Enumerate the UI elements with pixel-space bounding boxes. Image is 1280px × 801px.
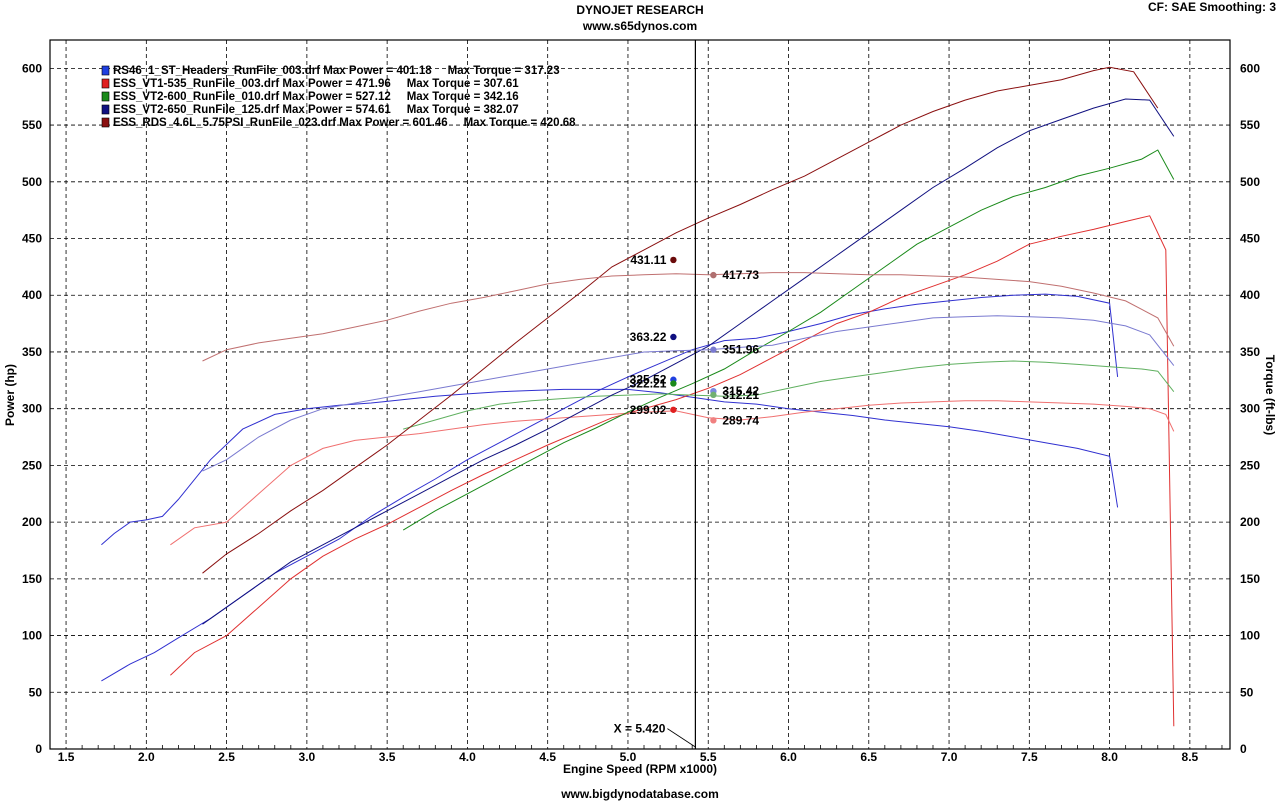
x-tick-label: 6.0: [780, 750, 797, 764]
footer-text: www.bigdynodatabase.com: [560, 787, 719, 801]
grid: [50, 40, 1230, 749]
series-line-power-2: [170, 215, 1175, 727]
chart-subtitle: www.s65dynos.com: [582, 19, 697, 33]
readout-label: 289.74: [722, 413, 759, 427]
y-tick-label-right: 0: [1240, 742, 1247, 756]
y-tick-label-left: 0: [35, 742, 42, 756]
readout-label: 431.11: [630, 253, 666, 267]
x-tick-label: 7.0: [941, 750, 958, 764]
legend-entry: ESS_VT2-650_RunFile_125.drf Max Power = …: [113, 104, 519, 116]
y-tick-label-left: 600: [22, 61, 42, 75]
readout-marker: [670, 380, 677, 387]
y-tick-label-left: 200: [22, 515, 42, 529]
series-line-torque-7: [202, 315, 1175, 472]
series-line-torque-1: [101, 388, 1119, 546]
y-tick-label-left: 500: [22, 175, 42, 189]
x-tick-label: 5.0: [620, 750, 637, 764]
y-tick-label-right: 300: [1240, 402, 1260, 416]
legend-swatch: [101, 78, 110, 89]
y-tick-label-right: 150: [1240, 572, 1260, 586]
readout-marker: [670, 333, 677, 341]
y-tick-label-right: 50: [1240, 685, 1254, 699]
readout-label: 417.73: [722, 268, 759, 282]
y-tick-label-right: 200: [1240, 515, 1260, 529]
legend-swatch: [101, 117, 110, 128]
legend-swatch: [101, 65, 110, 76]
y-tick-label-right: 550: [1240, 118, 1260, 132]
settings-text: CF: SAE Smoothing: 3: [1148, 0, 1276, 14]
series-group: [101, 66, 1175, 727]
plot-frame: [49, 39, 1231, 750]
y-tick-label-right: 250: [1240, 458, 1260, 472]
y-tick-label-left: 100: [22, 629, 42, 643]
y-tick-label-left: 450: [22, 232, 42, 246]
readout-label: 322.21: [630, 376, 667, 390]
series-line-power-8: [202, 66, 1159, 574]
y-tick-label-left: 50: [29, 685, 43, 699]
y-axis-label-left: Power (hp): [3, 364, 17, 426]
legend-entry: RS46_1_ST_Headers_RunFile_003.drf Max Po…: [113, 65, 560, 77]
cursor-group: X = 5.420431.11417.73363.22351.96325.523…: [614, 40, 759, 749]
x-tick-label: 2.5: [218, 750, 235, 764]
series-line-torque-3: [170, 400, 1175, 546]
series-line-torque-9: [202, 272, 1175, 362]
readout-marker: [670, 256, 677, 264]
x-tick-label: 8.0: [1101, 750, 1118, 764]
y-tick-label-left: 250: [22, 458, 42, 472]
y-tick-label-right: 350: [1240, 345, 1260, 359]
x-tick-label: 3.5: [379, 750, 396, 764]
x-tick-label: 6.5: [860, 750, 877, 764]
y-tick-label-left: 300: [22, 402, 42, 416]
readout-label: 363.22: [630, 330, 667, 344]
legend-entry: ESS_RDS_4.6L_5.75PSI_RunFile_023.drf Max…: [113, 117, 576, 129]
series-line-power-4: [402, 149, 1175, 531]
legend: RS46_1_ST_Headers_RunFile_003.drf Max Po…: [101, 65, 576, 129]
readout-label: 325.52: [630, 373, 667, 387]
x-tick-label: 5.5: [700, 750, 717, 764]
y-tick-label-right: 450: [1240, 232, 1260, 246]
x-tick-label: 3.0: [299, 750, 316, 764]
chart-title: DYNOJET RESEARCH: [576, 3, 703, 17]
y-tick-label-left: 350: [22, 345, 42, 359]
readout-label: 315.42: [722, 384, 759, 398]
y-tick-label-right: 500: [1240, 175, 1260, 189]
readout-marker: [670, 406, 677, 413]
x-tick-label: 4.5: [539, 750, 556, 764]
x-tick-label: 8.5: [1182, 750, 1199, 764]
cursor-label-leader: [667, 728, 696, 748]
y-ticks: 0 0 50 50 100 100 150 150 200 200 250 250 300 300 350 3…: [22, 61, 1260, 756]
series-line-power-6: [202, 98, 1175, 625]
x-tick-label: 2.0: [138, 750, 155, 764]
readout-label: 351.96: [722, 343, 759, 357]
cursor-label: X = 5.420: [614, 722, 666, 736]
y-tick-label-left: 550: [22, 118, 42, 132]
readout-marker: [710, 391, 717, 399]
legend-swatch: [101, 104, 110, 115]
readout-label: 299.02: [630, 403, 667, 417]
series-line-torque-5: [403, 360, 1175, 430]
y-tick-label-right: 400: [1240, 288, 1260, 302]
y-tick-label-left: 400: [22, 288, 42, 302]
readout-label: 312.21: [722, 388, 759, 402]
x-axis-label: Engine Speed (RPM x1000): [563, 762, 717, 776]
y-tick-label-left: 150: [22, 572, 42, 586]
y-tick-label-right: 100: [1240, 629, 1260, 643]
x-ticks: 1.5 2.0 2.5 3.0 3.5 4.0 4.5 5.0 5.5 6.0 6.5 7.0 7.5 8…: [58, 745, 1223, 764]
readout-marker: [710, 346, 717, 353]
x-tick-label: 1.5: [58, 750, 75, 764]
legend-entry: ESS_VT1-535_RunFile_003.drf Max Power = …: [113, 78, 519, 90]
x-tick-label: 4.0: [459, 750, 476, 764]
legend-entry: ESS_VT2-600_RunFile_010.drf Max Power = …: [113, 91, 519, 103]
readout-marker: [710, 271, 717, 279]
x-tick-label: 7.5: [1021, 750, 1038, 764]
readout-marker: [710, 417, 717, 424]
y-axis-label-right: Torque (ft-lbs): [1263, 355, 1277, 435]
y-tick-label-right: 600: [1240, 61, 1260, 75]
legend-swatch: [101, 91, 110, 102]
